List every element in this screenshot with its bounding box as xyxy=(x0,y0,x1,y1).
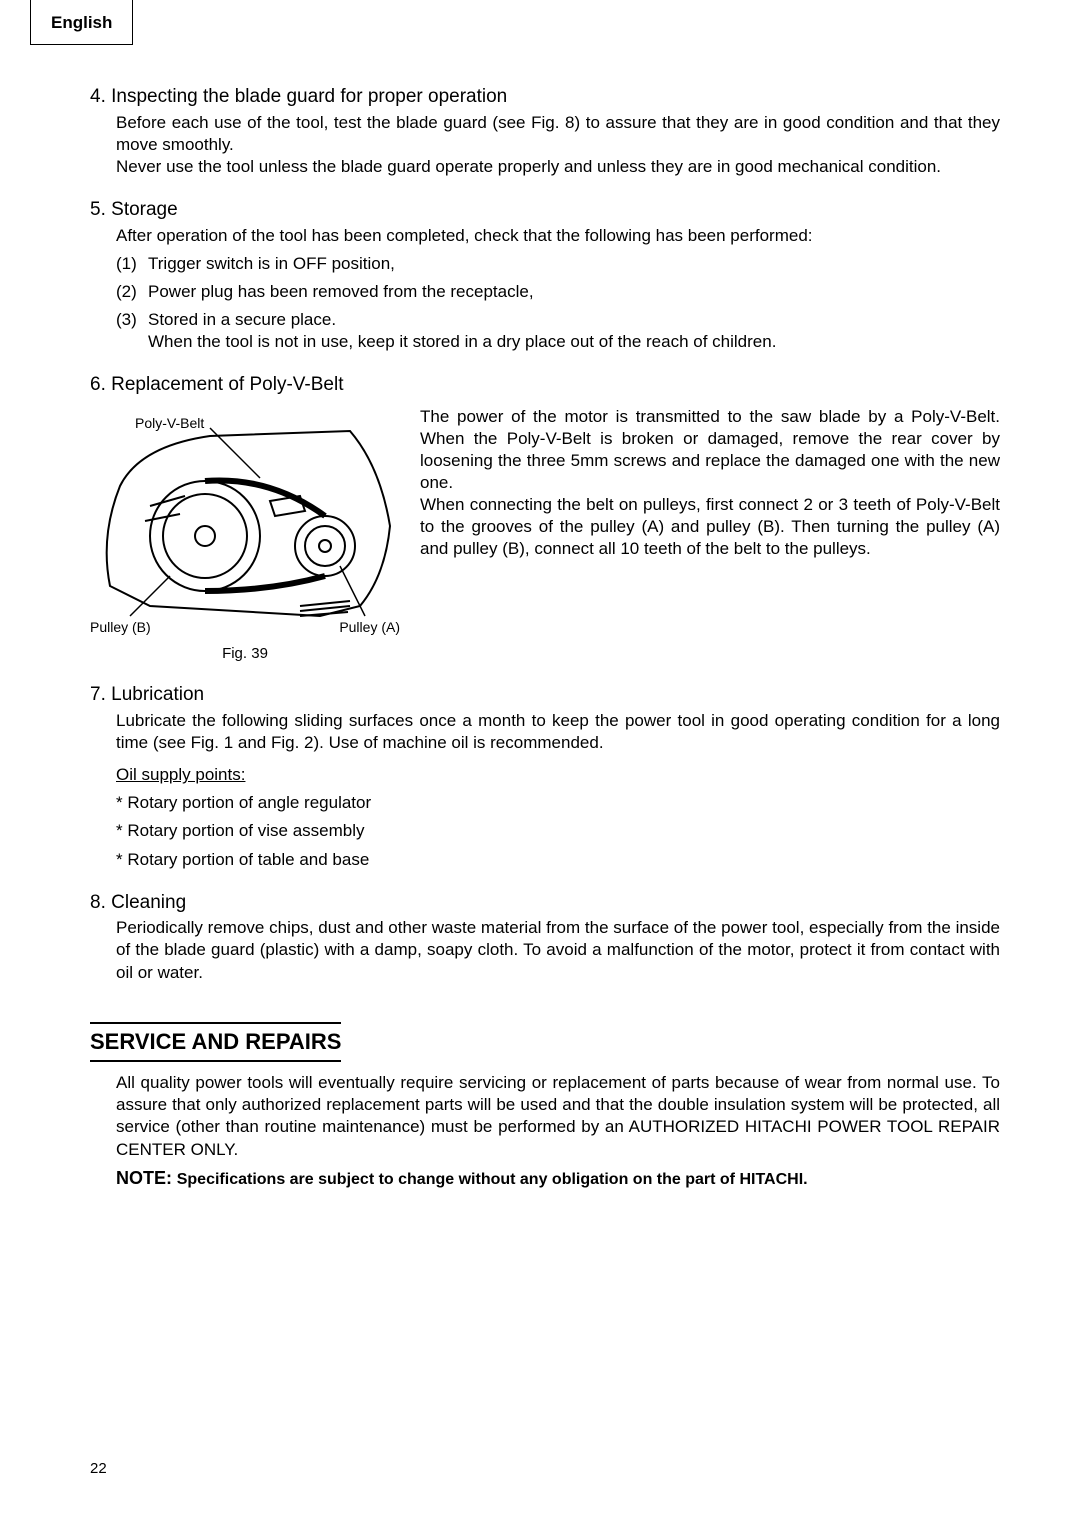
oil-item-3: * Rotary portion of table and base xyxy=(116,849,1000,871)
section-4-title: 4. Inspecting the blade guard for proper… xyxy=(90,85,1000,110)
section-5: 5. Storage After operation of the tool h… xyxy=(90,198,1000,353)
section-5-item-1: (1) Trigger switch is in OFF position, xyxy=(116,253,1000,275)
section-5-item-3: (3) Stored in a secure place. When the t… xyxy=(116,309,1000,353)
section-8-title: 8. Cleaning xyxy=(90,891,1000,916)
figure-39-label-pulley-b: Pulley (B) xyxy=(90,618,151,636)
section-7: 7. Lubrication Lubricate the following s… xyxy=(90,683,1000,870)
section-4: 4. Inspecting the blade guard for proper… xyxy=(90,85,1000,178)
section-6-text: The power of the motor is transmitted to… xyxy=(420,406,1000,664)
section-8: 8. Cleaning Periodically remove chips, d… xyxy=(90,891,1000,984)
section-7-num: 7. xyxy=(90,684,106,705)
service-note: NOTE: Specifications are subject to chan… xyxy=(116,1167,1000,1191)
section-5-item-1-num: (1) xyxy=(116,253,148,275)
figure-39-label-pulley-a: Pulley (A) xyxy=(339,618,400,636)
section-7-body: Lubricate the following sliding surfaces… xyxy=(116,710,1000,871)
section-8-name: Cleaning xyxy=(111,892,186,913)
service-section: SERVICE AND REPAIRS All quality power to… xyxy=(90,1004,1000,1191)
section-5-body: After operation of the tool has been com… xyxy=(116,225,1000,247)
figure-39-label-belt: Poly-V-Belt xyxy=(135,414,204,432)
section-8-body: Periodically remove chips, dust and othe… xyxy=(116,917,1000,983)
section-6-title: 6. Replacement of Poly-V-Belt xyxy=(90,373,1000,398)
note-text: Specifications are subject to change wit… xyxy=(177,1171,808,1188)
section-6-para2: When connecting the belt on pulleys, fir… xyxy=(420,494,1000,560)
section-8-num: 8. xyxy=(90,892,106,913)
section-5-item-2: (2) Power plug has been removed from the… xyxy=(116,281,1000,303)
page-content: 4. Inspecting the blade guard for proper… xyxy=(90,85,1000,1190)
section-6-para1: The power of the motor is transmitted to… xyxy=(420,406,1000,494)
figure-39-svg xyxy=(90,406,400,636)
section-6-name: Replacement of Poly-V-Belt xyxy=(111,374,343,395)
section-5-name: Storage xyxy=(111,199,178,220)
section-5-item-2-text: Power plug has been removed from the rec… xyxy=(148,281,1000,303)
section-6-num: 6. xyxy=(90,374,106,395)
section-5-title: 5. Storage xyxy=(90,198,1000,223)
service-heading: SERVICE AND REPAIRS xyxy=(90,1022,341,1063)
section-6: 6. Replacement of Poly-V-Belt Poly-V-Bel… xyxy=(90,373,1000,663)
section-5-item-1-text: Trigger switch is in OFF position, xyxy=(148,253,1000,275)
note-label: NOTE: xyxy=(116,1168,172,1188)
section-5-num: 5. xyxy=(90,199,106,220)
figure-39: Poly-V-Belt xyxy=(90,406,400,664)
figure-39-caption: Fig. 39 xyxy=(90,644,400,664)
section-5-item-3-line2: When the tool is not in use, keep it sto… xyxy=(148,331,1000,353)
oil-supply-heading: Oil supply points: xyxy=(116,764,1000,786)
section-5-item-3-line1: Stored in a secure place. xyxy=(148,309,1000,331)
service-body: All quality power tools will eventually … xyxy=(116,1072,1000,1160)
section-5-item-2-num: (2) xyxy=(116,281,148,303)
section-4-body: Before each use of the tool, test the bl… xyxy=(116,112,1000,178)
section-7-name: Lubrication xyxy=(111,684,204,705)
section-7-para: Lubricate the following sliding surfaces… xyxy=(116,710,1000,754)
oil-item-2: * Rotary portion of vise assembly xyxy=(116,820,1000,842)
section-4-name: Inspecting the blade guard for proper op… xyxy=(111,86,507,107)
section-5-item-3-num: (3) xyxy=(116,309,148,353)
language-tab: English xyxy=(30,0,133,45)
section-6-row: Poly-V-Belt xyxy=(90,406,1000,664)
section-7-title: 7. Lubrication xyxy=(90,683,1000,708)
section-4-para2: Never use the tool unless the blade guar… xyxy=(116,156,1000,178)
oil-item-1: * Rotary portion of angle regulator xyxy=(116,792,1000,814)
section-4-para1: Before each use of the tool, test the bl… xyxy=(116,112,1000,156)
section-4-num: 4. xyxy=(90,86,106,107)
section-5-item-3-text: Stored in a secure place. When the tool … xyxy=(148,309,1000,353)
page-number: 22 xyxy=(90,1459,107,1479)
